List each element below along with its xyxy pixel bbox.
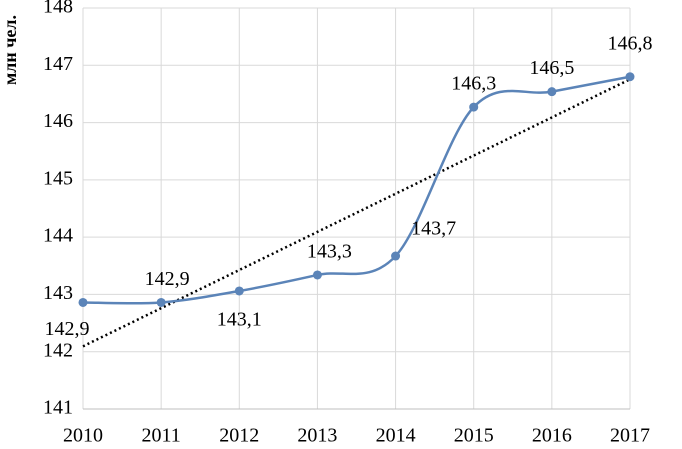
- marker: [234, 286, 244, 296]
- x-tick-label: 2011: [142, 425, 181, 447]
- y-tick-label: 146: [43, 110, 73, 132]
- data-label: 143,1: [217, 309, 262, 331]
- x-tick-label: 2017: [610, 425, 650, 447]
- y-axis-label: млн чел.: [0, 15, 20, 85]
- x-tick-label: 2013: [297, 425, 337, 447]
- y-tick-label: 144: [43, 225, 73, 247]
- data-label: 146,5: [529, 57, 574, 79]
- data-label: 143,3: [307, 241, 352, 263]
- data-label: 142,9: [45, 318, 90, 340]
- data-label: 146,3: [451, 73, 496, 95]
- x-tick-label: 2015: [454, 425, 494, 447]
- series-line: [82, 75, 631, 305]
- data-label: 142,9: [145, 268, 190, 290]
- y-tick-label: 145: [43, 167, 73, 189]
- marker: [312, 270, 322, 280]
- marker: [156, 297, 166, 307]
- marker: [547, 87, 557, 97]
- x-tick-label: 2016: [532, 425, 572, 447]
- data-label: 143,7: [411, 218, 456, 240]
- y-tick-label: 147: [43, 53, 73, 75]
- y-tick-label: 141: [43, 397, 73, 419]
- data-label: 146,8: [608, 32, 653, 54]
- marker: [78, 297, 88, 307]
- marker: [469, 102, 479, 112]
- y-tick-label: 143: [43, 282, 73, 304]
- x-tick-label: 2010: [63, 425, 103, 447]
- marker: [391, 251, 401, 261]
- marker: [625, 72, 635, 82]
- y-tick-label: 148: [43, 0, 73, 18]
- x-tick-label: 2012: [219, 425, 259, 447]
- trendline: [82, 78, 631, 348]
- x-tick-label: 2014: [376, 425, 416, 447]
- y-tick-label: 142: [43, 339, 73, 361]
